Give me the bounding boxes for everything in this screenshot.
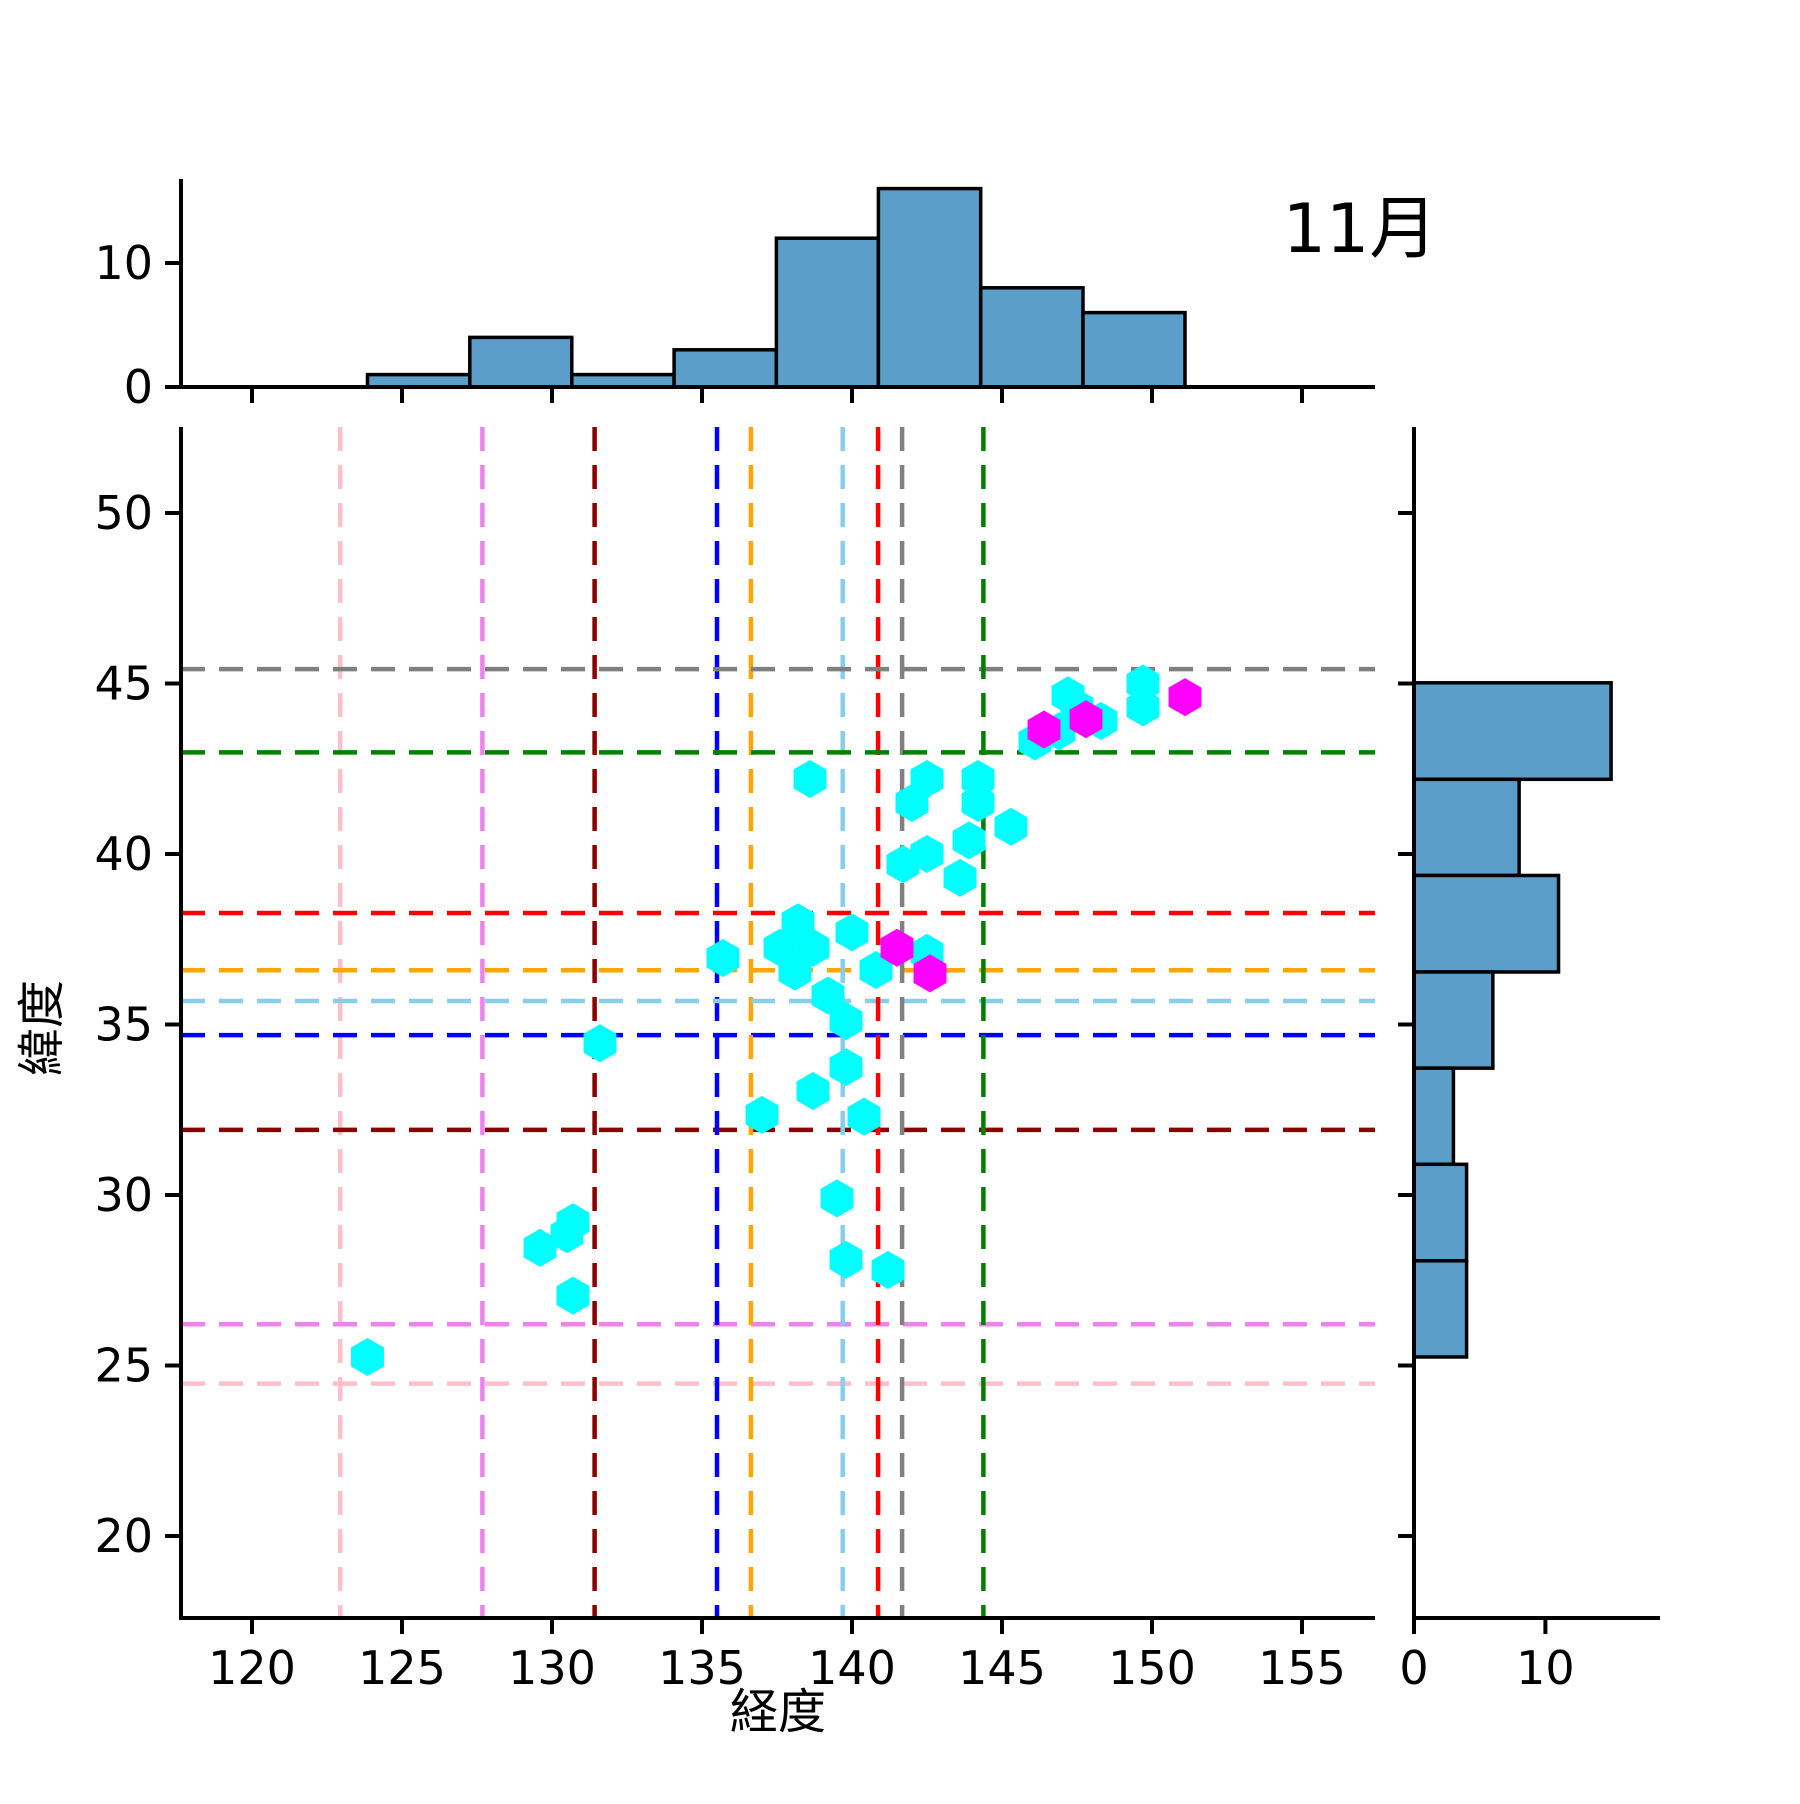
- right-hist-bar: [1412, 681, 1613, 782]
- main-y-tick-label: 40: [94, 827, 153, 881]
- main-y-tick-label: 45: [94, 657, 153, 711]
- scatter-point-cyan: [1126, 664, 1160, 703]
- scatter-point-cyan: [745, 1095, 779, 1134]
- scatter-point-cyan: [994, 807, 1028, 846]
- main-y-tick-label: 20: [94, 1509, 153, 1563]
- right-hist-x-tick-label: 10: [1516, 1641, 1575, 1695]
- scatter-point-magenta: [913, 954, 947, 993]
- scatter-point-cyan: [796, 1071, 830, 1110]
- scatter-point-cyan: [556, 1276, 590, 1315]
- scatter-point-cyan: [847, 1097, 881, 1136]
- scatter-point-magenta: [1168, 678, 1202, 717]
- top-hist-bar: [468, 335, 574, 389]
- x-axis-label: 経度: [730, 1684, 826, 1740]
- main-y-tick-label: 30: [94, 1168, 153, 1222]
- top-hist-bar: [978, 286, 1085, 389]
- scatter-point-cyan: [583, 1024, 617, 1063]
- right-hist-bar: [1412, 1259, 1469, 1359]
- top-hist-y-tick-label: 0: [124, 360, 153, 414]
- scatter-point-magenta: [1027, 710, 1061, 749]
- main-x-tick-label: 145: [958, 1641, 1046, 1695]
- plot-title: 11月: [1283, 190, 1438, 269]
- scatter-point-cyan: [796, 928, 830, 967]
- top-hist-bar: [1081, 310, 1187, 389]
- scatter-point-cyan: [829, 1240, 863, 1279]
- scatter-point-cyan: [886, 845, 920, 884]
- scatter-point-cyan: [811, 976, 845, 1015]
- main-x-tick-label: 140: [808, 1641, 896, 1695]
- main-x-tick-label: 130: [508, 1641, 596, 1695]
- scatter-point-cyan: [351, 1337, 384, 1376]
- right-hist-bar: [1412, 873, 1561, 974]
- scatter-point-cyan: [943, 858, 977, 897]
- scatter-point-magenta: [1069, 700, 1103, 739]
- top-hist-bar: [876, 186, 983, 389]
- scatter-point-cyan: [871, 1251, 905, 1290]
- scatter-point-cyan: [778, 952, 812, 991]
- scatter-point-cyan: [550, 1215, 584, 1254]
- right-hist-bar: [1412, 970, 1495, 1070]
- scatter-point-cyan: [859, 950, 893, 989]
- scatter-point-cyan: [961, 759, 995, 798]
- top-hist-bar: [672, 348, 779, 389]
- scatter-point-cyan: [961, 783, 995, 822]
- scatter-point-cyan: [952, 821, 986, 860]
- scatter-point-cyan: [835, 913, 869, 952]
- right-hist-x-tick-label: 0: [1399, 1641, 1428, 1695]
- scatter-point-cyan: [706, 939, 740, 978]
- main-y-tick-label: 25: [94, 1339, 153, 1393]
- right-hist-bar: [1412, 1162, 1469, 1263]
- main-x-tick-label: 155: [1258, 1641, 1346, 1695]
- main-x-tick-label: 120: [208, 1641, 296, 1695]
- scatter-point-cyan: [895, 783, 929, 822]
- right-hist-bar: [1412, 1066, 1456, 1167]
- scatter-point-cyan: [1126, 688, 1160, 727]
- main-x-tick-label: 135: [658, 1641, 746, 1695]
- main-scatter-plot: 120 125 130 135 140 145 150 155 20 25 30 35 40 45 50: [94, 427, 1375, 1695]
- main-x-tick-label: 150: [1108, 1641, 1196, 1695]
- main-y-tick-label: 50: [94, 486, 153, 540]
- main-y-tick-label: 35: [94, 998, 153, 1052]
- right-hist-bar: [1412, 777, 1521, 878]
- main-x-tick-label: 125: [358, 1641, 446, 1695]
- top-hist-y-tick-label: 10: [94, 236, 153, 290]
- scatter-point-magenta: [880, 928, 914, 967]
- scatter-point-cyan: [829, 1002, 863, 1041]
- top-hist-bar: [774, 236, 881, 389]
- top-histogram: 0 10: [94, 179, 1375, 414]
- scatter-point-cyan: [829, 1048, 863, 1087]
- scatter-point-cyan: [781, 903, 815, 942]
- y-axis-label: 緯度: [14, 980, 70, 1076]
- scatter-point-cyan: [820, 1179, 854, 1218]
- scatter-point-cyan: [523, 1228, 557, 1267]
- scatter-point-cyan: [793, 759, 827, 798]
- right-histogram: 0 10: [1398, 427, 1660, 1695]
